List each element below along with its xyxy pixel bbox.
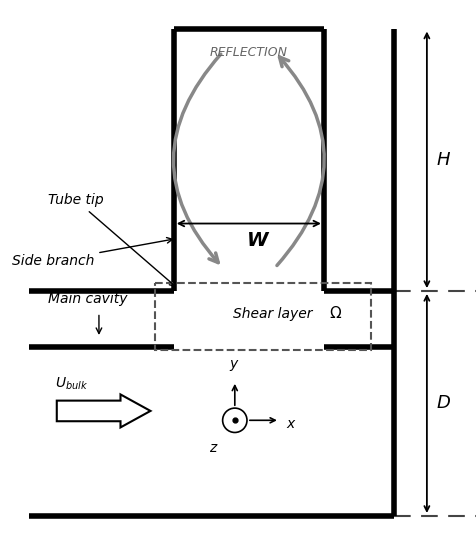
FancyArrow shape bbox=[57, 395, 150, 427]
Text: $x$: $x$ bbox=[286, 417, 297, 431]
Text: $\Omega$: $\Omega$ bbox=[328, 305, 341, 321]
Text: Tube tip: Tube tip bbox=[48, 193, 175, 286]
Text: Side branch: Side branch bbox=[12, 237, 172, 268]
Text: REFLECTION: REFLECTION bbox=[209, 45, 287, 59]
Text: Main cavity: Main cavity bbox=[48, 292, 127, 306]
Text: $z$: $z$ bbox=[209, 441, 218, 455]
Text: $\bfit{W}$: $\bfit{W}$ bbox=[246, 231, 270, 250]
Text: $D$: $D$ bbox=[436, 395, 450, 412]
Text: Shear layer: Shear layer bbox=[232, 307, 311, 321]
Text: $U_{bulk}$: $U_{bulk}$ bbox=[55, 376, 88, 392]
Bar bbox=[155, 283, 370, 350]
Text: $y$: $y$ bbox=[229, 358, 239, 374]
Text: $H$: $H$ bbox=[436, 151, 450, 169]
